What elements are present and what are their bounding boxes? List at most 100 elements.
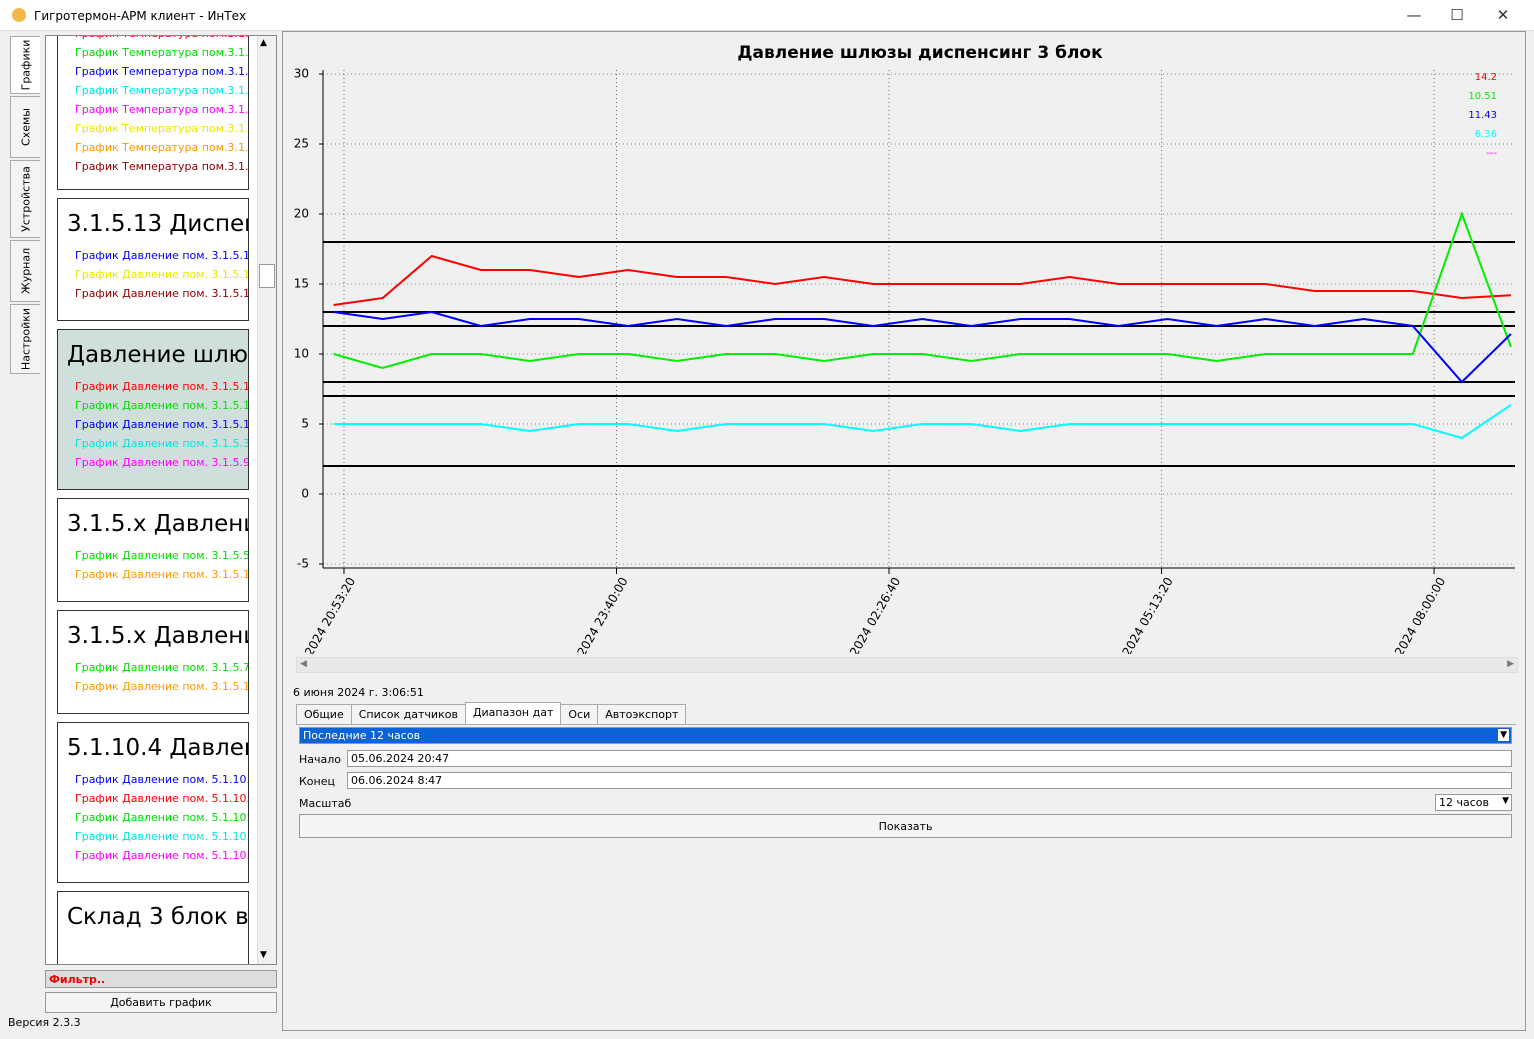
chart-card[interactable]: 3.1.5.х Давлени График Давление пом. 3.1.… [57,610,249,714]
card-item[interactable]: График Давление пом. 3.1.5.1 [75,380,249,393]
side-tab[interactable]: Журнал [10,240,40,302]
card-title: 3.1.5.х Давлени [67,511,249,537]
card-item[interactable]: График Температура пом.3.1.5 [75,141,249,154]
y-tick-label: 15 [294,277,309,291]
card-title: 3.1.5.13 Диспен [67,211,249,237]
dropdown-arrow[interactable]: ▼ [1502,796,1509,806]
range-select[interactable]: Последние 12 часов ▼ [299,727,1512,744]
series-line [333,254,1511,306]
chart-card[interactable]: 3.1.5.х Давлени График Давление пом. 3.1.… [57,498,249,602]
timestamp: 6 июня 2024 г. 3:06:51 [293,686,424,699]
side-tab[interactable]: Графики [10,36,40,94]
card-item[interactable]: График Давление пом. 3.1.5.7 [75,661,249,674]
card-item[interactable]: График Температура пом.3.1.5 [75,46,249,59]
card-item[interactable]: График Давление пом. 3.1.5.1 [75,249,249,262]
card-item[interactable]: График Температура пом.3.1.5 [75,65,249,78]
current-value: 6.36 [1475,129,1497,140]
current-value: 11.43 [1468,110,1497,121]
card-item[interactable]: График Давление пом. 3.1.5.1 [75,568,249,581]
side-tab-label: Устройства [19,166,32,232]
card-item[interactable]: График Давление пом. 3.1.5.1 [75,287,249,300]
series-line [333,310,1512,384]
card-item[interactable]: График Температура пом.3.1.5 [75,84,249,97]
chart-card[interactable]: Склад 3 блок во [57,891,249,964]
tab[interactable]: Общие [296,704,352,724]
scroll-thumb[interactable] [259,264,275,288]
scroll-left[interactable]: ◀ [300,659,307,669]
tab[interactable]: Список датчиков [350,704,466,724]
chart-list: График Температура пом.3.1.5 График Темпе… [45,35,277,965]
card-item[interactable]: График Давление пом. 5.1.10. [75,830,249,843]
tab[interactable]: Автоэкспорт [597,704,687,724]
chart: Давление шлюзы диспенсинг 3 блок -5 0 5 10 1… [283,43,1515,654]
series-line [333,211,1512,370]
chart-card[interactable]: Давление шлюз График Давление пом. 3.1.5.… [57,329,249,490]
close-button[interactable]: ✕ [1496,6,1510,24]
scale-select[interactable]: 12 часов ▼ [1435,794,1512,811]
y-tick-label: 25 [294,137,309,151]
chart-title: Давление шлюзы диспенсинг 3 блок [737,43,1103,63]
card-item[interactable]: График Температура пом.3.1.5 [75,160,249,173]
x-tick-label: 06.06.2024 08:00:00 [1373,575,1448,654]
side-tab-label: Схемы [19,108,32,146]
card-item[interactable]: График Давление пом. 5.1.10. [75,792,249,805]
y-tick-label: 20 [294,207,309,221]
card-item[interactable]: График Давление пом. 3.1.5.1 [75,268,249,281]
y-tick-label: -5 [297,557,309,571]
end-label: Конец [299,775,335,788]
app-icon [12,8,26,22]
add-chart-button[interactable]: Добавить график [45,992,277,1013]
card-item[interactable]: График Давление пом. 5.1.10. [75,773,249,786]
card-item[interactable]: График Давление пом. 3.1.5.1 [75,680,249,693]
tab[interactable]: Оси [560,704,599,724]
tab-bar: Общие Список датчиков Диапазон дат Оси Автоэ… [296,702,687,724]
range-preset: Последние 12 часов [303,729,421,742]
chart-card[interactable]: 3.1.5.13 Диспен График Давление пом. 3.1.… [57,198,249,321]
card-item[interactable]: График Давление пом. 3.1.5.5 [75,549,249,562]
end-input[interactable]: 06.06.2024 8:47 [347,772,1512,789]
card-title: Склад 3 блок во [67,904,249,930]
side-tab[interactable]: Настройки [10,304,40,374]
card-title: Давление шлюз [67,342,249,368]
y-tick-label: 0 [301,487,309,501]
x-tick-label: 05.06.2024 23:40:00 [555,575,630,654]
series-line [333,404,1512,440]
side-tab[interactable]: Схемы [10,96,40,158]
x-tick-label: 05.06.2024 20:53:20 [283,575,358,654]
card-item[interactable]: График Давление пом. 3.1.5.3 [75,437,249,450]
version: Версия 2.3.3 [8,1016,81,1029]
minimize-button[interactable]: — [1406,6,1422,24]
side-tab[interactable]: Устройства [10,160,40,238]
filter-input[interactable]: Фильтр.. [45,970,277,988]
scroll-down[interactable]: ▼ [260,950,267,960]
card-item[interactable]: График Давление пом. 3.1.5.9 [75,456,249,469]
tab-line [296,724,1516,725]
dropdown-arrow[interactable]: ▼ [1498,729,1509,741]
scroll-right[interactable]: ▶ [1507,659,1514,669]
tab[interactable]: Диапазон дат [464,702,562,724]
x-tick-label: 06.06.2024 05:13:20 [1100,575,1175,654]
card-item[interactable]: График Давление пом. 5.1.10. [75,811,249,824]
start-label: Начало [299,753,342,766]
card-item[interactable]: График Температура пом.3.1.5 [75,122,249,135]
scale-label: Масштаб [299,797,352,810]
maximize-button[interactable]: ☐ [1450,6,1464,24]
card-item[interactable]: График Давление пом. 5.1.10. [75,849,249,862]
title-bar: Гигротермон-АРМ клиент - ИнТех — ☐ ✕ [0,0,1534,31]
chart-card[interactable]: 5.1.10.4 Давлен График Давление пом. 5.1.… [57,722,249,883]
card-item[interactable]: График Температура пом.3.1.5 [75,103,249,116]
scrollbar[interactable]: ▲ ▼ [257,36,276,964]
card-item[interactable]: График Температура пом.3.1.5 [75,36,248,40]
chart-card[interactable]: График Температура пом.3.1.5 График Темпе… [57,36,249,190]
card-item[interactable]: График Давление пом. 3.1.5.1 [75,399,249,412]
scale-value: 12 часов [1439,796,1489,809]
h-scrollbar[interactable]: ◀ ▶ [296,657,1518,673]
y-tick-label: 5 [301,417,309,431]
current-value: 10.51 [1468,91,1497,102]
start-input[interactable]: 05.06.2024 20:47 [347,750,1512,767]
scroll-up[interactable]: ▲ [260,38,267,48]
show-button[interactable]: Показать [299,814,1512,838]
card-item[interactable]: График Давление пом. 3.1.5.1 [75,418,249,431]
